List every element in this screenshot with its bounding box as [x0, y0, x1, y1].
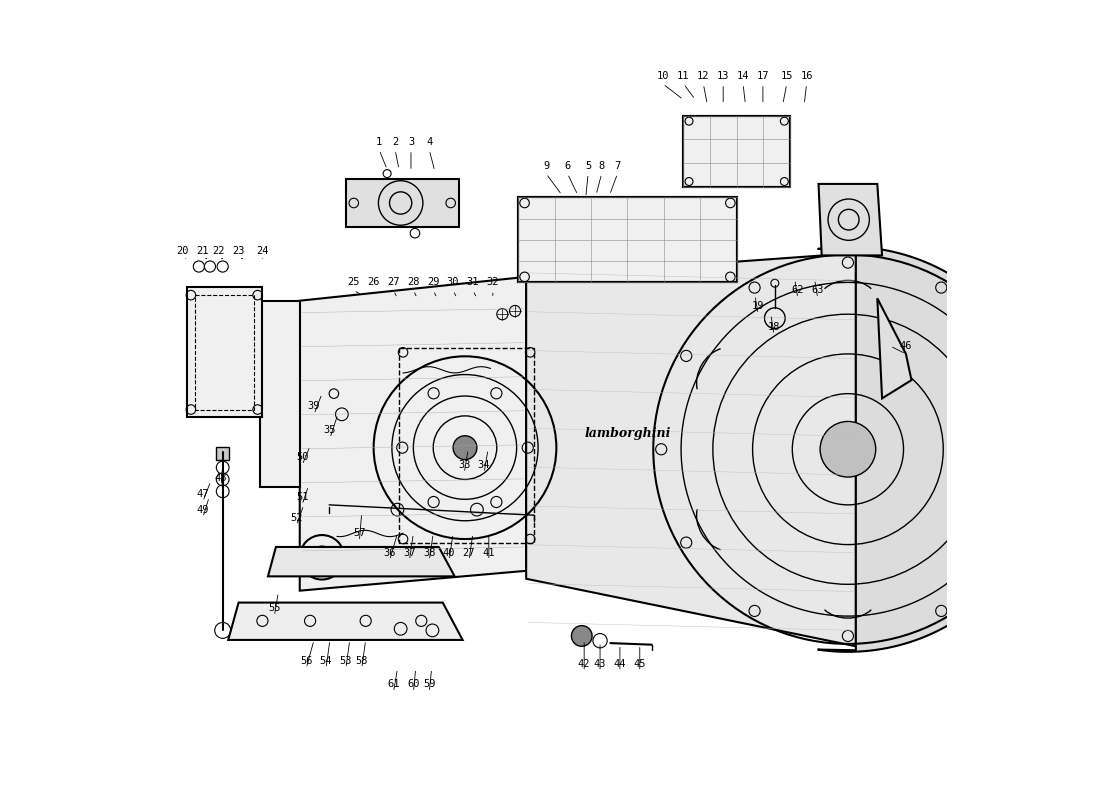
- Text: 42: 42: [578, 658, 591, 669]
- Text: 26: 26: [367, 278, 380, 287]
- Text: 28: 28: [407, 278, 419, 287]
- Polygon shape: [229, 602, 463, 640]
- Polygon shape: [878, 298, 912, 398]
- Polygon shape: [683, 115, 790, 187]
- Text: 51: 51: [296, 492, 308, 502]
- Text: 9: 9: [543, 161, 549, 170]
- Polygon shape: [260, 301, 300, 487]
- Polygon shape: [268, 547, 454, 576]
- Text: 61: 61: [387, 679, 399, 690]
- Text: 32: 32: [486, 278, 499, 287]
- Text: 8: 8: [598, 161, 605, 170]
- Polygon shape: [818, 184, 882, 255]
- Text: 35: 35: [323, 425, 337, 435]
- Text: 13: 13: [717, 71, 729, 81]
- Bar: [683, 115, 790, 187]
- Text: 58: 58: [355, 655, 368, 666]
- Polygon shape: [187, 287, 262, 418]
- Text: 36: 36: [383, 547, 396, 558]
- Bar: [217, 447, 229, 459]
- Polygon shape: [300, 277, 526, 590]
- Text: 39: 39: [308, 402, 320, 411]
- Bar: [518, 198, 737, 282]
- Text: 4: 4: [426, 137, 432, 147]
- Text: 34: 34: [477, 460, 491, 470]
- Text: 1: 1: [376, 137, 383, 147]
- Circle shape: [453, 436, 477, 459]
- Text: 43: 43: [594, 658, 606, 669]
- Text: 16: 16: [801, 71, 813, 81]
- Text: 22: 22: [212, 246, 226, 256]
- Text: 7: 7: [615, 161, 620, 170]
- Text: 30: 30: [447, 278, 460, 287]
- Text: 3: 3: [408, 137, 414, 147]
- Text: 25: 25: [348, 278, 360, 287]
- Text: 48: 48: [214, 473, 228, 483]
- Text: 60: 60: [407, 679, 419, 690]
- Text: 57: 57: [353, 529, 365, 538]
- Text: 12: 12: [697, 71, 710, 81]
- Polygon shape: [345, 179, 459, 227]
- Text: 29: 29: [427, 278, 440, 287]
- Text: 62: 62: [792, 286, 804, 295]
- Text: 46: 46: [900, 341, 912, 351]
- Text: 20: 20: [177, 246, 189, 256]
- Text: 38: 38: [424, 547, 436, 558]
- Text: 33: 33: [458, 460, 471, 470]
- Text: 18: 18: [768, 322, 780, 332]
- Text: lamborghini: lamborghini: [585, 427, 671, 440]
- Polygon shape: [526, 253, 856, 646]
- Text: 24: 24: [256, 246, 268, 256]
- Text: 47: 47: [197, 489, 209, 498]
- Polygon shape: [817, 246, 1050, 652]
- Text: 56: 56: [300, 655, 312, 666]
- Text: 17: 17: [757, 71, 769, 81]
- Text: 63: 63: [812, 286, 824, 295]
- Text: 27: 27: [387, 278, 399, 287]
- Text: 21: 21: [197, 246, 209, 256]
- Text: 53: 53: [340, 655, 352, 666]
- Text: 45: 45: [634, 658, 646, 669]
- Text: 44: 44: [614, 658, 626, 669]
- Polygon shape: [518, 198, 737, 282]
- Text: 6: 6: [564, 161, 571, 170]
- Circle shape: [572, 626, 592, 646]
- Text: 52: 52: [290, 513, 303, 522]
- Text: 14: 14: [737, 71, 749, 81]
- Text: 50: 50: [296, 452, 308, 462]
- Text: 27: 27: [463, 547, 475, 558]
- Text: 11: 11: [678, 71, 690, 81]
- Text: 55: 55: [268, 603, 280, 613]
- Text: 19: 19: [752, 302, 764, 311]
- Text: 5: 5: [585, 161, 592, 170]
- Text: 10: 10: [657, 71, 669, 81]
- Text: 59: 59: [424, 679, 436, 690]
- Text: 31: 31: [466, 278, 480, 287]
- Circle shape: [821, 422, 876, 477]
- Text: 41: 41: [483, 547, 495, 558]
- Text: 54: 54: [320, 655, 332, 666]
- Text: 15: 15: [781, 71, 793, 81]
- Text: 23: 23: [232, 246, 245, 256]
- Text: 49: 49: [197, 505, 209, 514]
- Text: 2: 2: [392, 137, 398, 147]
- Text: 37: 37: [403, 547, 416, 558]
- Text: 40: 40: [443, 547, 455, 558]
